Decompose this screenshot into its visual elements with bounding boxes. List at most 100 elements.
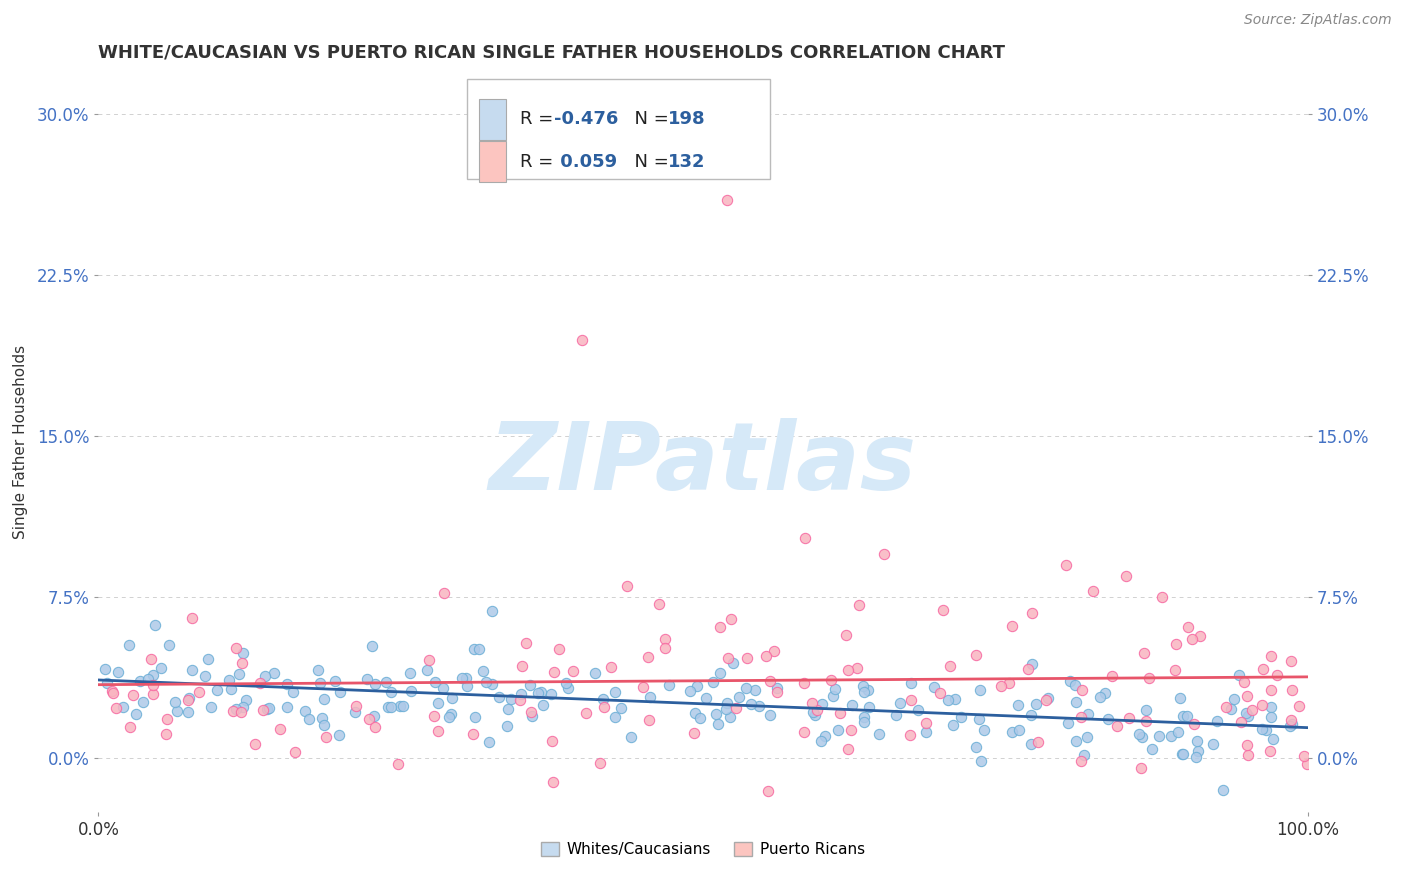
Point xyxy=(508,693,530,707)
Point xyxy=(1185,734,1208,748)
Point xyxy=(315,731,337,745)
Point xyxy=(118,639,141,653)
Point xyxy=(915,716,938,731)
Point xyxy=(841,698,863,713)
Point xyxy=(139,652,162,666)
Point xyxy=(478,735,501,749)
Point xyxy=(1234,706,1257,720)
Point xyxy=(1128,727,1150,741)
Point xyxy=(437,710,460,724)
Point xyxy=(1017,662,1039,676)
Point xyxy=(176,693,198,707)
Point xyxy=(735,681,758,696)
Point xyxy=(1212,783,1234,797)
Point xyxy=(638,713,661,727)
Point xyxy=(530,685,553,699)
Point xyxy=(1135,714,1157,728)
Point xyxy=(481,676,503,690)
Point xyxy=(1281,716,1303,731)
Point xyxy=(1223,692,1246,706)
Point xyxy=(312,692,335,706)
Point xyxy=(232,647,254,661)
Point xyxy=(571,333,593,347)
Point xyxy=(188,684,211,698)
Point xyxy=(232,700,254,714)
Point xyxy=(256,701,278,715)
Point xyxy=(762,644,785,658)
Point xyxy=(177,705,200,719)
Point xyxy=(555,675,578,690)
Point xyxy=(200,699,222,714)
Point xyxy=(1081,583,1104,598)
Point xyxy=(868,727,890,741)
Point xyxy=(1063,678,1085,692)
Point xyxy=(401,684,423,698)
Point xyxy=(1279,713,1302,727)
Point xyxy=(1181,632,1204,646)
Point xyxy=(759,673,782,688)
Point xyxy=(1185,749,1208,764)
Point xyxy=(593,700,616,714)
Point xyxy=(235,692,257,706)
Point xyxy=(631,680,654,694)
Point xyxy=(377,700,399,714)
Point xyxy=(276,700,298,714)
Point xyxy=(312,717,335,731)
Point xyxy=(107,665,129,679)
Point xyxy=(1137,672,1160,686)
Point xyxy=(695,691,717,706)
Point xyxy=(1001,725,1024,739)
Point xyxy=(557,681,579,695)
Point xyxy=(177,691,200,706)
Point xyxy=(589,756,612,770)
Point xyxy=(837,742,859,756)
Point xyxy=(399,666,422,681)
Point xyxy=(654,641,676,656)
Point xyxy=(1170,690,1192,705)
Point xyxy=(1260,710,1282,724)
Point xyxy=(325,673,347,688)
Point xyxy=(132,695,155,709)
Point xyxy=(793,676,815,690)
Point xyxy=(488,690,510,705)
Point xyxy=(709,620,731,634)
Point xyxy=(1059,673,1081,688)
Point xyxy=(481,604,503,618)
Point xyxy=(1152,590,1174,604)
Point xyxy=(418,653,440,667)
Point xyxy=(683,726,706,740)
Point xyxy=(1054,558,1077,572)
Point xyxy=(166,704,188,718)
Point xyxy=(96,676,118,690)
Text: 198: 198 xyxy=(668,111,706,128)
Point xyxy=(1260,648,1282,663)
Point xyxy=(357,712,380,726)
Point xyxy=(540,734,562,748)
Point xyxy=(1188,629,1211,643)
Point xyxy=(1164,637,1187,651)
Point xyxy=(1229,714,1251,729)
Point xyxy=(827,723,849,737)
Point xyxy=(181,610,204,624)
Point xyxy=(531,698,554,712)
Point xyxy=(800,696,823,710)
Point xyxy=(689,711,711,725)
Point xyxy=(609,701,631,715)
Point xyxy=(194,669,217,683)
Point xyxy=(464,710,486,724)
Point xyxy=(765,685,787,699)
Point xyxy=(810,733,832,747)
Point xyxy=(637,649,659,664)
Point xyxy=(388,698,411,713)
Point xyxy=(101,686,124,700)
Point xyxy=(1227,668,1250,682)
Point xyxy=(853,685,876,699)
Point xyxy=(1281,683,1303,698)
Point xyxy=(735,650,758,665)
Point xyxy=(1279,719,1302,733)
Point xyxy=(900,676,922,690)
Point xyxy=(1173,709,1195,723)
Point xyxy=(1251,723,1274,737)
Point xyxy=(425,674,447,689)
Point xyxy=(603,684,626,698)
